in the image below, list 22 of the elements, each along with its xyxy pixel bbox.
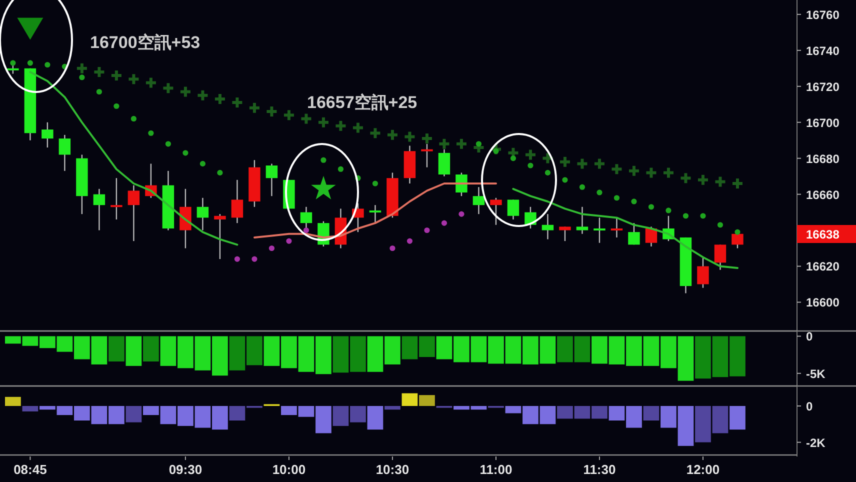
y-tick-label: 16700 [806, 116, 840, 130]
y-tick-label: 0 [806, 399, 813, 414]
y-tick-label: 16660 [806, 188, 840, 202]
y-tick-label: 16760 [806, 8, 840, 22]
text: 16638 [806, 228, 840, 242]
annotation: 16657空訊+25 [307, 93, 418, 112]
x-tick-label: 09:30 [168, 462, 202, 477]
annotation: 16700空訊+53 [90, 33, 200, 52]
x-tick-label: 12:00 [686, 462, 720, 477]
x-tick-label: 11:30 [583, 462, 616, 477]
y-tick-label: -2K [806, 436, 826, 450]
y-tick-label: 16600 [806, 296, 840, 310]
y-tick-label: 16620 [806, 260, 840, 274]
y-tick-label: 16740 [806, 44, 840, 58]
y-tick-label: 0 [806, 330, 813, 344]
y-tick-label: 16680 [806, 152, 840, 166]
x-tick-label: 10:00 [272, 462, 306, 477]
x-tick-label: 11:00 [480, 462, 512, 477]
x-tick-label: 08:45 [14, 462, 47, 477]
y-tick-label: -5K [806, 366, 826, 381]
x-tick-label: 10:30 [376, 462, 410, 477]
y-tick-label: 16720 [806, 80, 840, 94]
